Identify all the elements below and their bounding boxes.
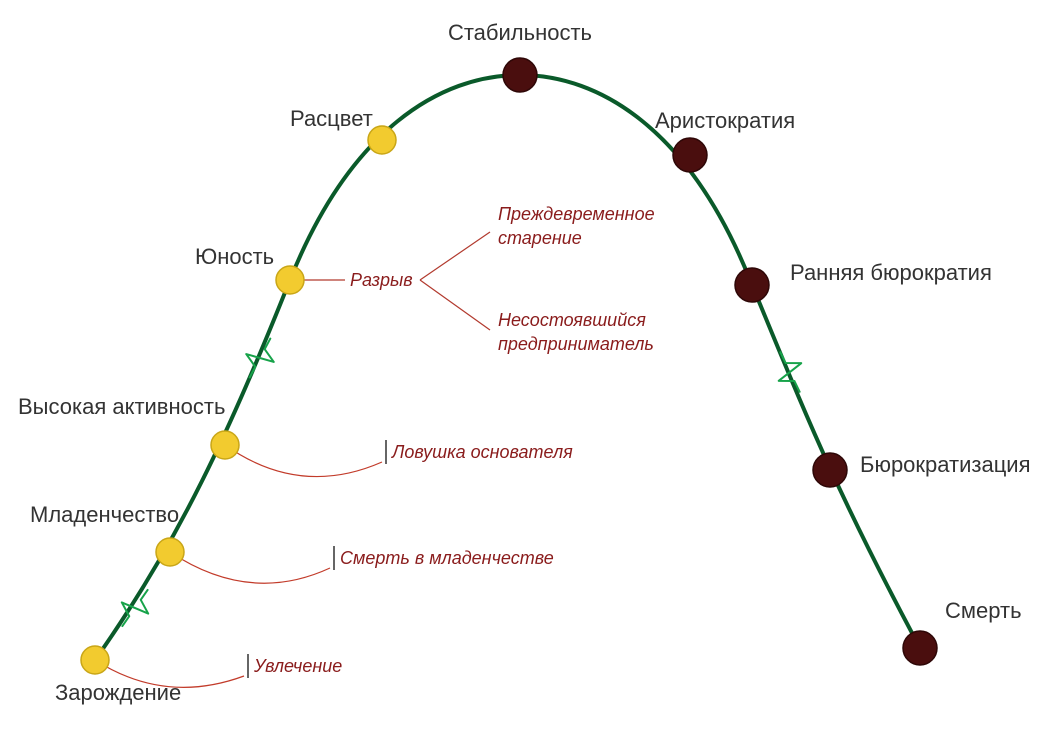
node-byurokratizatsiya <box>813 453 847 487</box>
stage-label-zarozhdenie: Зарождение <box>55 680 181 705</box>
stage-label-rastsvet: Расцвет <box>290 106 373 131</box>
stage-label-byurokratiya: Ранняя бюрократия <box>790 260 992 285</box>
branch-label-2: Несостоявшийся <box>498 310 646 330</box>
node-zarozhdenie <box>81 646 109 674</box>
node-stabilnost <box>503 58 537 92</box>
branch-line-0 <box>420 232 490 280</box>
node-yunost <box>276 266 304 294</box>
branch-line-1 <box>420 280 490 330</box>
stage-label-stabilnost: Стабильность <box>448 20 592 45</box>
stage-label-mladenchestvo: Младенчество <box>30 502 179 527</box>
stage-label-aktivnost: Высокая активность <box>18 394 225 419</box>
branch-root-label: Разрыв <box>350 270 413 290</box>
trap-label-lovushka: Ловушка основателя <box>391 442 573 462</box>
node-mladenchestvo <box>156 538 184 566</box>
lifecycle-diagram: Увлечение Смерть в младенчестве Ловушка ос… <box>0 0 1044 743</box>
zigzag-zz3 <box>768 346 812 398</box>
node-aristokratiya <box>673 138 707 172</box>
branch-label-1: старение <box>498 228 582 248</box>
stage-label-smert: Смерть <box>945 598 1022 623</box>
trap-label-uvlechenie: Увлечение <box>253 656 342 676</box>
branch-label-0: Преждевременное <box>498 204 655 224</box>
trap-label-smert-mlad: Смерть в младенчестве <box>340 548 554 568</box>
node-aktivnost <box>211 431 239 459</box>
branch-label-3: предприниматель <box>498 334 654 354</box>
trap-arc-smert-mlad <box>170 552 330 583</box>
node-smert <box>903 631 937 665</box>
stage-label-yunost: Юность <box>195 244 274 269</box>
stage-label-byurokratizatsiya: Бюрократизация <box>860 452 1031 477</box>
trap-arc-lovushka <box>225 445 382 477</box>
stage-label-aristokratiya: Аристократия <box>655 108 795 133</box>
zigzag-zz2 <box>237 332 282 384</box>
node-byurokratiya <box>735 268 769 302</box>
